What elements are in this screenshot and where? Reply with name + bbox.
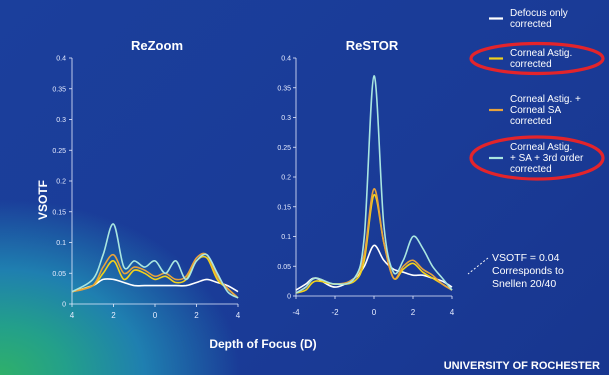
y-tick-label: 0.15 xyxy=(52,209,66,216)
y-tick-label: 0 xyxy=(287,294,291,301)
legend-label-line: corrected xyxy=(510,116,552,127)
y-tick-label: 0.3 xyxy=(56,117,66,124)
y-tick-label: 0.1 xyxy=(56,240,66,247)
x-tick-label: -4 xyxy=(292,308,300,317)
x-tick-label: 2 xyxy=(111,311,116,320)
annotation-line: Snellen 20/40 xyxy=(492,278,556,290)
series-line-3 xyxy=(71,252,239,299)
chart-panel-rezoom: ReZoom 0 0.05 0.1 0.15 0.2 0.25 0.3 0.35 0.4 4 2 0 2 4 xyxy=(52,38,240,320)
x-tick-label: 2 xyxy=(194,311,199,320)
legend-label-line: corrected xyxy=(510,19,552,30)
chart-panel-restor: ReSTOR 0 0.05 0.1 0.15 0.2 0.25 0.3 0.35 0.4 -4 -2 0… xyxy=(277,38,454,317)
legend-label-line: corrected xyxy=(510,59,552,70)
x-tick-label: 2 xyxy=(411,308,416,317)
series-line-1 xyxy=(295,244,453,291)
x-axis-title: Depth of Focus (D) xyxy=(209,337,316,351)
y-tick-label: 0.4 xyxy=(281,56,291,63)
series-line-4 xyxy=(295,75,453,294)
legend-label-line: Corneal Astig. xyxy=(510,142,572,153)
annotation-line: VSOTF = 0.04 xyxy=(492,252,560,264)
y-tick-label: 0.3 xyxy=(281,115,291,122)
series-line-2 xyxy=(71,255,239,299)
institution-label: UNIVERSITY OF ROCHESTER xyxy=(444,360,600,372)
annotation-line: Corresponds to xyxy=(492,265,564,277)
legend-label-line: Defocus only xyxy=(510,8,568,19)
annotation-pointer xyxy=(467,257,489,275)
legend-label-line: Corneal Astig. xyxy=(510,48,572,59)
highlight-ellipse xyxy=(469,41,605,76)
series-line-1 xyxy=(71,278,239,293)
legend-label-line: Corneal SA xyxy=(510,105,561,116)
y-tick-label: 0.05 xyxy=(277,264,291,271)
y-tick-label: 0.35 xyxy=(277,85,291,92)
y-tick-label: 0.25 xyxy=(52,148,66,155)
y-tick-label: 0.4 xyxy=(56,56,66,63)
x-tick-label: 0 xyxy=(153,311,158,320)
y-axis-title: VSOTF xyxy=(36,180,50,220)
y-tick-label: 0.15 xyxy=(277,204,291,211)
legend-label-line: + SA + 3rd order xyxy=(510,153,584,164)
legend-item: Corneal Astig.corrected xyxy=(469,41,605,76)
highlight-ellipse xyxy=(469,135,605,181)
y-tick-label: 0.35 xyxy=(52,86,66,93)
y-tick-label: 0.2 xyxy=(56,179,66,186)
series-line-4 xyxy=(71,223,239,299)
y-tick-label: 0.1 xyxy=(281,234,291,241)
legend-label-line: corrected xyxy=(510,164,552,175)
y-tick-label: 0 xyxy=(62,302,66,309)
y-tick-label: 0.25 xyxy=(277,145,291,152)
y-tick-label: 0.05 xyxy=(52,271,66,278)
y-tick-label: 0.2 xyxy=(281,175,291,182)
x-tick-label: 4 xyxy=(236,311,241,320)
x-tick-label: 4 xyxy=(70,311,75,320)
legend-label-line: Corneal Astig. + xyxy=(510,94,581,105)
x-tick-label: 0 xyxy=(372,308,377,317)
chart-title: ReZoom xyxy=(131,38,183,53)
x-tick-label: -2 xyxy=(331,308,339,317)
x-tick-label: 4 xyxy=(450,308,455,317)
chart-title: ReSTOR xyxy=(346,38,399,53)
